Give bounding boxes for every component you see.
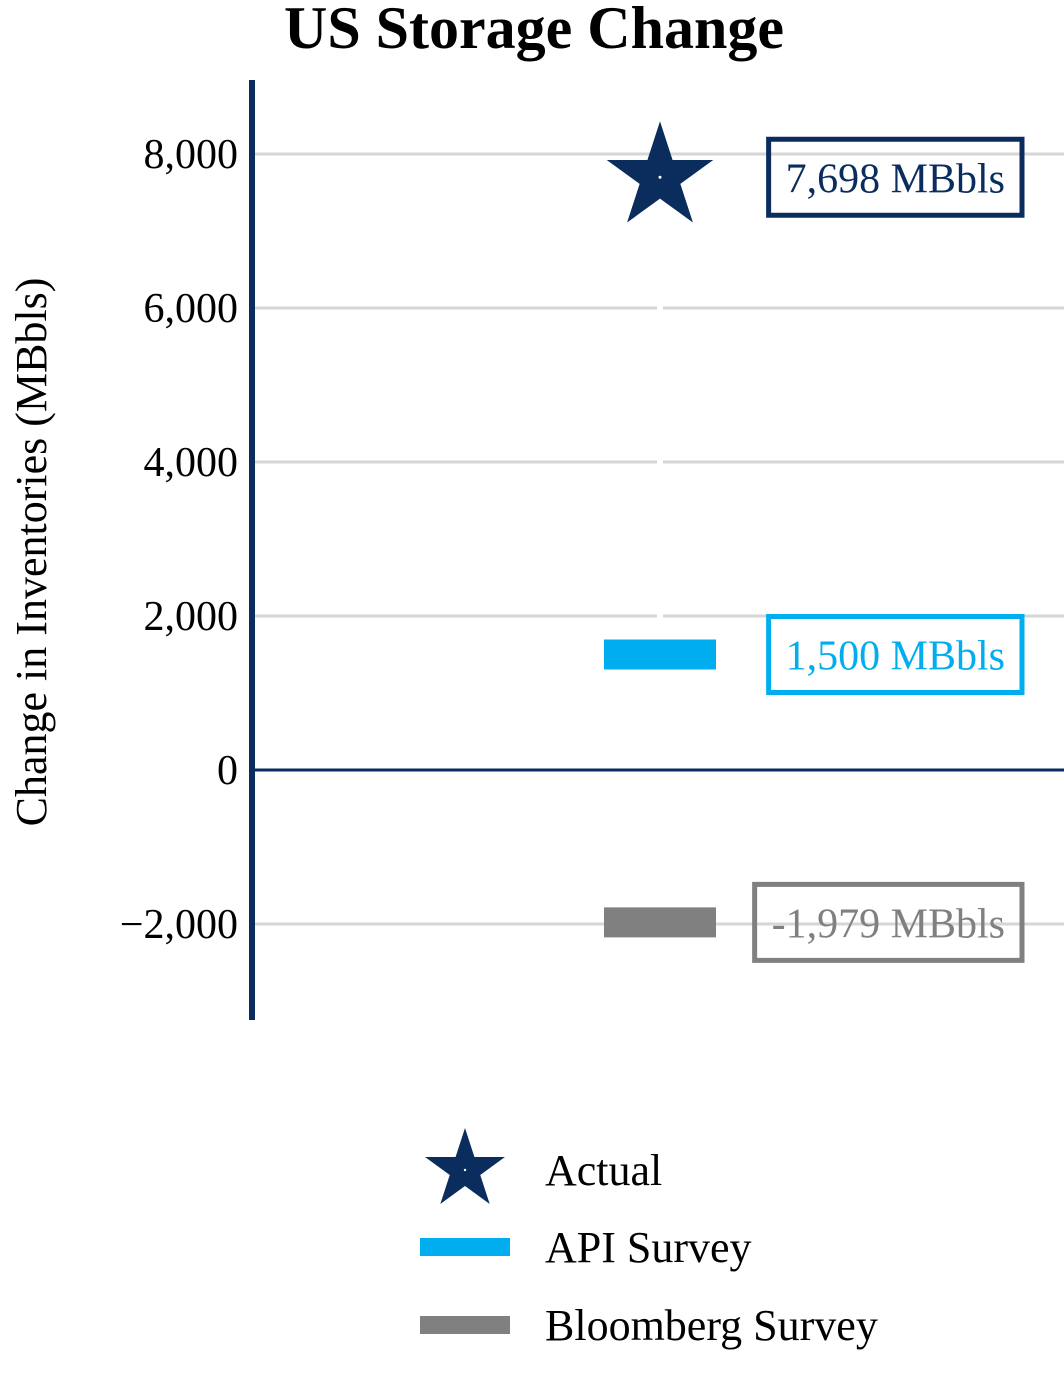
y-tick-label: 4,000 <box>144 440 239 486</box>
value-annotations: 7,698 MBbls 1,500 MBbls -1,979 MBbls <box>752 136 1025 963</box>
legend: Actual API Survey Bloomberg Survey <box>420 1128 878 1350</box>
y-tick-label: −2,000 <box>120 902 238 948</box>
actual-star-marker <box>606 121 714 223</box>
y-tick-label: 2,000 <box>144 594 239 640</box>
axes <box>249 80 1064 1020</box>
star-center-dot <box>658 175 662 179</box>
gridline-gap <box>657 613 663 619</box>
legend-label: Bloomberg Survey <box>545 1301 878 1350</box>
legend-star-center-dot <box>463 1168 467 1172</box>
gridline-gap <box>657 459 663 465</box>
value-label: -1,979 MBbls <box>772 901 1005 947</box>
grid-lines <box>252 152 1064 926</box>
value-label-box <box>766 136 1025 218</box>
legend-star-icon <box>425 1128 505 1204</box>
y-tick-label: 6,000 <box>144 286 239 332</box>
legend-bar-icon <box>420 1316 510 1334</box>
legend-bar-icon <box>420 1238 510 1256</box>
value-label-box <box>752 881 1025 963</box>
y-tick-label: 0 <box>217 748 238 794</box>
bloomberg-survey-bar-marker <box>604 907 716 938</box>
api-survey-bar-marker <box>604 639 716 670</box>
y-tick-label: 8,000 <box>144 132 239 178</box>
value-label-box <box>766 614 1025 695</box>
y-axis-label: Change in Inventories (MBbls) <box>7 278 56 827</box>
value-label: 7,698 MBbls <box>786 156 1005 202</box>
legend-label: API Survey <box>545 1223 752 1272</box>
gridline-gap <box>657 305 663 311</box>
value-label: 1,500 MBbls <box>786 634 1005 680</box>
data-marks <box>604 121 716 938</box>
chart-title: US Storage Change <box>284 0 784 61</box>
y-tick-labels: −2,000 0 2,000 4,000 6,000 8,000 <box>120 132 238 948</box>
legend-label: Actual <box>545 1146 662 1195</box>
